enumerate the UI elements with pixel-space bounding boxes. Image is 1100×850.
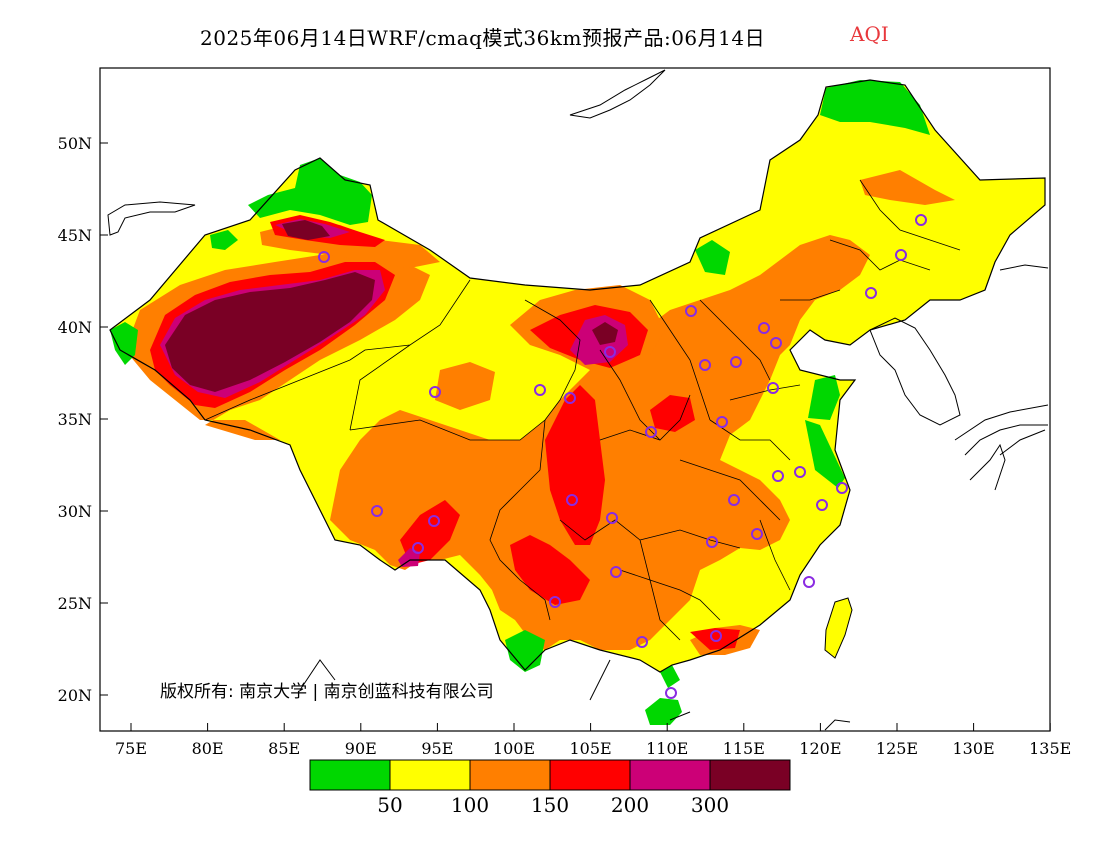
lon-tick-label: 100E	[493, 739, 535, 758]
region-hazardous-taklamakan	[165, 272, 375, 392]
station-markers	[318, 214, 927, 699]
region-moderate-taiwan	[824, 597, 853, 659]
station-marker	[566, 494, 578, 506]
region-hazardous-junggar	[282, 220, 330, 240]
station-marker	[318, 251, 330, 263]
map-content: 版权所有: 南京大学 | 南京创蓝科技有限公司	[107, 69, 1049, 731]
lon-tick-label: 105E	[569, 739, 611, 758]
latitude-axis: 50N 45N 40N 35N 30N 25N 20N	[58, 134, 108, 705]
legend-label: 200	[611, 793, 649, 817]
station-marker	[429, 386, 441, 398]
legend-swatch	[309, 759, 391, 791]
region-good-guangxi-border	[660, 665, 680, 688]
copyright-notice: 版权所有: 南京大学 | 南京创蓝科技有限公司	[160, 682, 494, 702]
station-marker	[895, 249, 907, 261]
legend-label: 150	[531, 793, 569, 817]
lon-tick-label: 90E	[345, 739, 377, 758]
lon-tick-label: 95E	[421, 739, 453, 758]
station-marker	[371, 505, 383, 517]
station-marker	[865, 287, 877, 299]
region-good-ili	[210, 230, 238, 250]
station-marker	[412, 542, 424, 554]
legend-swatch	[709, 759, 791, 791]
station-marker	[564, 392, 576, 404]
lon-tick-label: 115E	[723, 739, 765, 758]
station-marker	[767, 382, 779, 394]
region-good-mongolia	[695, 240, 730, 275]
lat-tick-label: 30N	[58, 502, 92, 521]
map-title: 2025年06月14日WRF/cmaq模式36km预报产品:06月14日	[200, 26, 766, 50]
region-good-yunnan-south	[505, 630, 545, 672]
lat-tick-label: 45N	[58, 226, 92, 245]
neighbor-coastlines	[107, 69, 1049, 731]
station-marker	[751, 528, 763, 540]
station-marker	[710, 630, 722, 642]
lon-tick-label: 80E	[192, 739, 224, 758]
station-marker	[604, 346, 616, 358]
station-marker	[772, 470, 784, 482]
region-good-west-xj	[110, 322, 138, 365]
station-marker	[636, 636, 648, 648]
china-outline	[109, 79, 1046, 673]
legend-label: 300	[691, 793, 729, 817]
station-marker	[428, 515, 440, 527]
lon-tick-label: 125E	[876, 739, 918, 758]
station-marker	[610, 566, 622, 578]
station-marker	[803, 576, 815, 588]
lat-tick-label: 20N	[58, 686, 92, 705]
legend-swatch	[469, 759, 551, 791]
lat-tick-label: 40N	[58, 318, 92, 337]
station-marker	[794, 466, 806, 478]
lon-tick-label: 85E	[268, 739, 300, 758]
legend-swatch	[629, 759, 711, 791]
lat-tick-label: 25N	[58, 594, 92, 613]
region-unhealthy-guangxi	[690, 628, 740, 650]
region-hazardous-alxa	[592, 322, 618, 345]
station-marker	[915, 214, 927, 226]
lat-tick-label: 50N	[58, 134, 92, 153]
lon-tick-label: 130E	[952, 739, 994, 758]
station-marker	[549, 596, 561, 608]
legend-swatch	[549, 759, 631, 791]
lon-tick-label: 135E	[1029, 739, 1071, 758]
station-marker	[699, 359, 711, 371]
station-marker	[645, 426, 657, 438]
region-good-north-xj	[248, 158, 372, 225]
region-good-shandong-coast	[808, 375, 840, 420]
station-marker	[836, 482, 848, 494]
region-unhealthy-sichuan	[545, 385, 605, 545]
aqi-legend: 50 100 150 200 300	[309, 759, 791, 817]
region-good-hainan	[645, 698, 682, 725]
station-marker	[716, 416, 728, 428]
station-marker	[706, 536, 718, 548]
legend-swatch	[389, 759, 471, 791]
lon-tick-label: 110E	[646, 739, 688, 758]
region-sensitive-northeast	[860, 170, 955, 205]
station-marker	[534, 384, 546, 396]
station-marker	[816, 499, 828, 511]
province-borders	[204, 179, 961, 641]
region-good-heilongjiang	[820, 80, 930, 135]
map-frame	[99, 67, 1051, 732]
station-marker	[728, 494, 740, 506]
map-title-row: 2025年06月14日WRF/cmaq模式36km预报产品:06月14日 AQI	[0, 22, 1100, 52]
region-sensitive-qinghai	[435, 362, 495, 410]
map-variable-label: AQI	[850, 22, 889, 46]
region-unhealthy-shaanxi	[650, 395, 695, 432]
station-marker	[685, 305, 697, 317]
station-marker	[665, 687, 677, 699]
legend-label: 100	[451, 793, 489, 817]
lat-tick-label: 35N	[58, 410, 92, 429]
legend-label: 50	[377, 793, 402, 817]
region-good-jiangsu-coast	[805, 420, 845, 488]
station-marker	[730, 356, 742, 368]
station-marker	[606, 512, 618, 524]
station-marker	[770, 337, 782, 349]
station-marker	[758, 322, 770, 334]
longitude-axis: 75E 80E 85E 90E 95E 100E 105E 110E 115E 120E 125E 1…	[115, 723, 1071, 758]
lon-tick-label: 75E	[115, 739, 147, 758]
lon-tick-label: 120E	[799, 739, 841, 758]
